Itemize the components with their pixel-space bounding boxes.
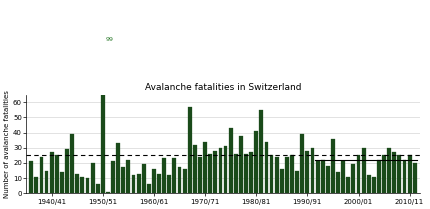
Bar <box>96 184 100 193</box>
Text: 99: 99 <box>105 37 114 42</box>
Bar <box>193 145 197 193</box>
Bar <box>121 167 125 193</box>
Bar <box>280 169 284 193</box>
Bar <box>264 142 268 193</box>
Bar <box>336 172 340 193</box>
Bar <box>321 160 325 193</box>
Bar <box>132 175 135 193</box>
Bar <box>213 151 217 193</box>
Bar <box>183 169 187 193</box>
Bar <box>172 158 176 193</box>
Bar <box>326 166 330 193</box>
Bar <box>91 163 95 193</box>
Bar <box>270 155 273 193</box>
Bar <box>86 178 89 193</box>
Bar <box>34 177 38 193</box>
Bar <box>367 175 371 193</box>
Bar <box>393 152 396 193</box>
Bar <box>65 149 69 193</box>
Bar <box>341 161 345 193</box>
Bar <box>408 155 412 193</box>
Bar <box>198 157 202 193</box>
Bar <box>152 169 156 193</box>
Y-axis label: Number of avalanche fatalities: Number of avalanche fatalities <box>4 90 10 198</box>
Bar <box>29 161 33 193</box>
Bar <box>162 158 166 193</box>
Bar <box>55 155 59 193</box>
Bar <box>167 175 171 193</box>
Bar <box>147 184 151 193</box>
Bar <box>259 110 263 193</box>
Bar <box>346 177 350 193</box>
Bar <box>80 177 84 193</box>
Bar <box>382 155 386 193</box>
Bar <box>413 163 417 193</box>
Bar <box>387 148 391 193</box>
Bar <box>316 161 319 193</box>
Bar <box>305 151 309 193</box>
Bar <box>137 173 141 193</box>
Bar <box>402 160 406 193</box>
Bar <box>70 134 74 193</box>
Bar <box>249 152 253 193</box>
Bar <box>397 155 401 193</box>
Bar <box>224 146 227 193</box>
Bar <box>40 157 43 193</box>
Bar <box>50 152 54 193</box>
Bar <box>310 148 314 193</box>
Bar <box>75 173 79 193</box>
Bar <box>362 148 366 193</box>
Bar <box>178 167 181 193</box>
Bar <box>188 107 192 193</box>
Bar <box>290 155 294 193</box>
Bar <box>101 43 105 193</box>
Bar <box>45 171 49 193</box>
Title: Avalanche fatalities in Switzerland: Avalanche fatalities in Switzerland <box>145 83 301 92</box>
Bar <box>275 157 279 193</box>
Bar <box>331 139 335 193</box>
Bar <box>285 157 289 193</box>
Bar <box>254 131 258 193</box>
Bar <box>218 148 222 193</box>
Bar <box>234 154 238 193</box>
Bar <box>157 173 161 193</box>
Bar <box>111 161 115 193</box>
Bar <box>203 142 207 193</box>
Bar <box>351 164 355 193</box>
Bar <box>300 134 304 193</box>
Bar <box>356 155 360 193</box>
Bar <box>208 154 212 193</box>
Bar <box>377 160 381 193</box>
Bar <box>116 143 120 193</box>
Bar <box>142 164 146 193</box>
Bar <box>239 136 243 193</box>
Bar <box>295 171 299 193</box>
Bar <box>126 160 130 193</box>
Bar <box>229 128 233 193</box>
Bar <box>106 192 110 193</box>
Bar <box>60 172 64 193</box>
Bar <box>244 154 248 193</box>
Bar <box>372 177 376 193</box>
